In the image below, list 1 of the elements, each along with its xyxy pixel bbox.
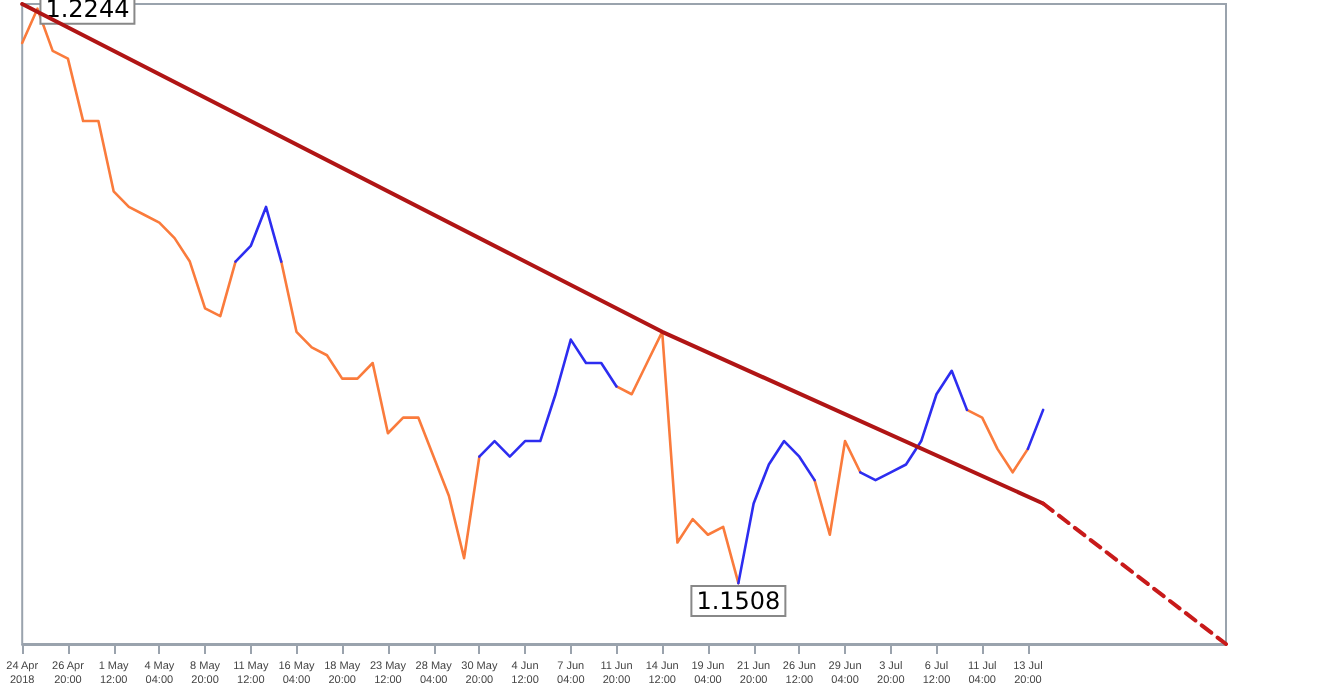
data-label: 1.1508 <box>696 587 781 616</box>
